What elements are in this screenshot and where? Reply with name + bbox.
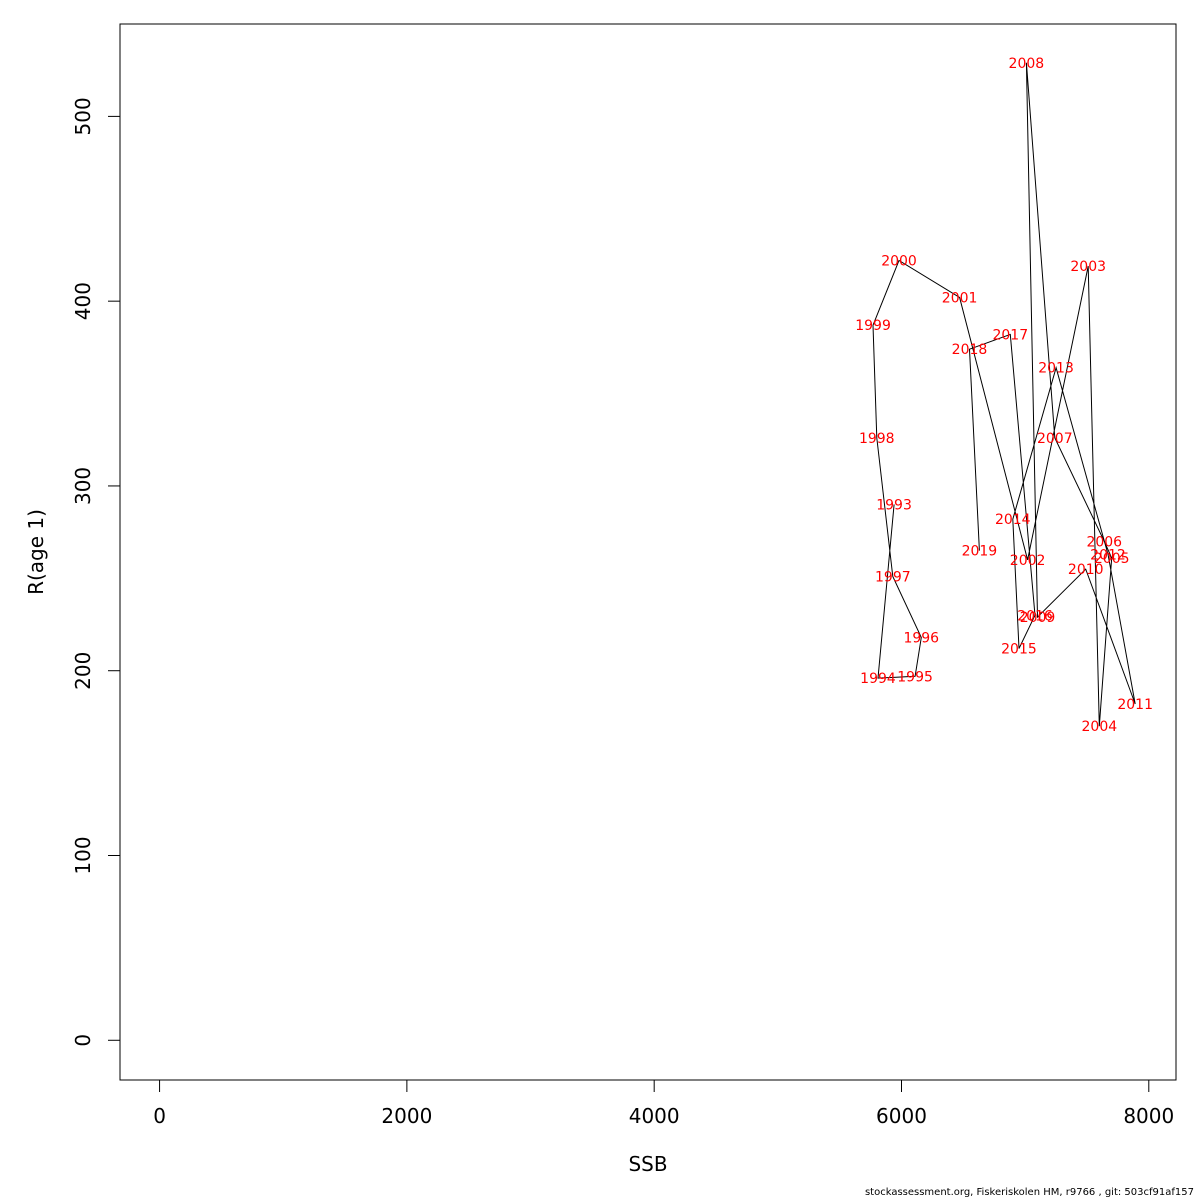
point-label-2019: 2019 (962, 544, 998, 560)
y-axis: 0 100 200 300 400 500 (71, 97, 121, 1047)
y-axis-title: R(age 1) (24, 509, 48, 595)
x-axis-title: SSB (628, 1152, 667, 1176)
point-label-2006: 2006 (1086, 534, 1122, 550)
point-label-2016: 2016 (1017, 608, 1053, 624)
point-label-2002: 2002 (1010, 553, 1046, 569)
point-label-2015: 2015 (1001, 642, 1037, 658)
footer-credit: stockassessment.org, Fiskeriskolen HM, r… (864, 1187, 1194, 1198)
point-label-1998: 1998 (859, 431, 895, 447)
x-tick-label: 2000 (381, 1104, 432, 1128)
point-label-2008: 2008 (1009, 56, 1045, 72)
point-labels: 1993 1994 1995 1996 1997 1998 1999 2000 2001 2002… (855, 56, 1153, 735)
x-tick-label: 0 (153, 1104, 166, 1128)
y-tick-label: 100 (71, 836, 95, 874)
y-tick-label: 200 (71, 652, 95, 690)
y-tick-label: 0 (71, 1034, 95, 1047)
point-label-2011: 2011 (1117, 697, 1153, 713)
point-label-2014: 2014 (995, 512, 1031, 528)
point-label-1997: 1997 (875, 569, 911, 585)
point-label-2005: 2005 (1094, 551, 1130, 567)
point-label-2010: 2010 (1068, 562, 1104, 578)
point-label-2012: 2012 (1090, 547, 1126, 563)
x-axis: 0 2000 4000 6000 8000 (153, 1079, 1174, 1128)
point-label-1996: 1996 (903, 630, 939, 646)
point-label-1993: 1993 (876, 497, 912, 513)
point-label-2000: 2000 (881, 254, 917, 270)
point-label-2018: 2018 (952, 342, 988, 358)
point-label-2007: 2007 (1037, 431, 1073, 447)
series-line (872, 62, 1136, 727)
x-tick-label: 8000 (1123, 1104, 1174, 1128)
point-label-1994: 1994 (860, 671, 896, 687)
point-label-2009: 2009 (1020, 610, 1056, 626)
point-label-1999: 1999 (855, 318, 891, 334)
y-tick-label: 500 (71, 97, 95, 135)
point-label-2004: 2004 (1082, 719, 1118, 735)
x-tick-label: 6000 (876, 1104, 927, 1128)
y-tick-label: 300 (71, 467, 95, 505)
point-label-2003: 2003 (1070, 259, 1106, 275)
x-tick-label: 4000 (629, 1104, 680, 1128)
point-label-2013: 2013 (1038, 361, 1074, 377)
point-label-2017: 2017 (992, 327, 1028, 343)
point-label-2001: 2001 (942, 290, 978, 306)
y-tick-label: 400 (71, 282, 95, 320)
point-label-1995: 1995 (897, 669, 933, 685)
